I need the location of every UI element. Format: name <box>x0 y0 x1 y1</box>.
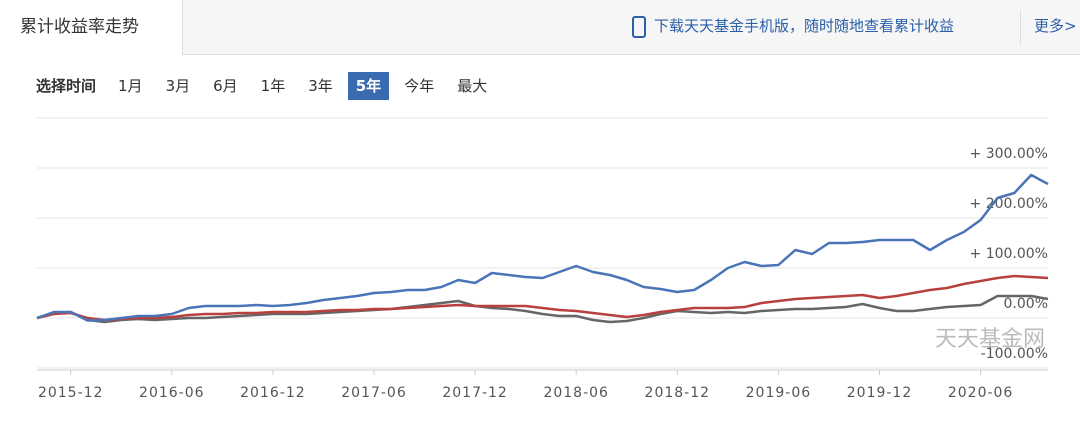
selector-label: 选择时间 <box>36 77 97 95</box>
tab[interactable]: 累计收益率走势 <box>0 0 183 55</box>
x-tick-label: 2018-06 <box>543 385 609 401</box>
y-tick-label: -100.00% <box>981 346 1048 362</box>
y-tick-label: + 200.00% <box>970 196 1048 212</box>
period-option[interactable]: 6月 <box>213 77 238 95</box>
y-tick-label: 0.00% <box>1004 296 1048 312</box>
series-line <box>36 294 1049 324</box>
x-tick-label: 2017-06 <box>341 385 407 401</box>
x-tick-label: 2019-12 <box>847 385 913 401</box>
period-option[interactable]: 1年 <box>260 77 286 95</box>
more-link[interactable]: 更多> <box>1034 17 1077 35</box>
x-tick-label: 2015-12 <box>38 385 104 401</box>
period-option[interactable]: 1月 <box>118 77 143 95</box>
series-line <box>36 274 1049 322</box>
x-tick-label: 2020-06 <box>948 385 1014 401</box>
period-option[interactable]: 3年 <box>308 77 333 95</box>
x-tick-label: 2016-06 <box>139 385 205 401</box>
y-tick-label: + 100.00% <box>970 246 1048 262</box>
watermark: 天天基金网 <box>935 327 1045 352</box>
period-selector: 选择时间 1月 3月 6月 1年 3年 5年 今年 最大 <box>36 72 502 100</box>
x-tick-label: 2019-06 <box>746 385 812 401</box>
series-line <box>36 173 1049 322</box>
separator <box>1020 10 1021 44</box>
top-bar: 累计收益率走势 下载天天基金手机版，随时随地查看累计收益 更多> <box>0 0 1080 55</box>
period-option[interactable]: 今年 <box>404 77 435 95</box>
period-option[interactable]: 5年 <box>347 72 390 100</box>
phone-icon <box>632 15 646 38</box>
x-tick-label: 2018-12 <box>645 385 711 401</box>
x-tick-label: 2016-12 <box>240 385 306 401</box>
period-option[interactable]: 最大 <box>457 77 488 95</box>
y-tick-label: + 300.00% <box>970 146 1048 162</box>
download-text[interactable]: 下载天天基金手机版，随时随地查看累计收益 <box>654 17 955 35</box>
x-tick-label: 2017-12 <box>442 385 508 401</box>
period-option[interactable]: 3月 <box>165 77 191 95</box>
download-link[interactable]: 下载天天基金手机版，随时随地查看累计收益 <box>632 14 954 38</box>
